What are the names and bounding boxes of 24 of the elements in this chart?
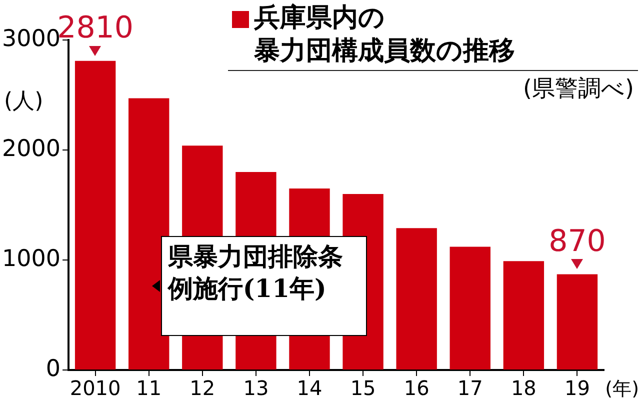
data-label: 870	[548, 224, 606, 260]
annotation: 県暴力団排除条例施行(11年)	[160, 236, 367, 336]
y-tick-label: 1000	[2, 246, 61, 272]
bar	[396, 228, 437, 370]
x-tick-label: 2010	[70, 376, 121, 400]
x-tick-label: 17	[457, 376, 483, 400]
bar	[450, 246, 490, 370]
chart-title: 兵庫県内の暴力団構成員数の推移	[254, 3, 515, 66]
x-tick-label: 12	[190, 376, 216, 400]
x-tick-label: 16	[404, 376, 430, 400]
y-axis-title: (人)	[4, 88, 44, 116]
x-tick-label: 11	[136, 376, 162, 400]
bar	[503, 261, 544, 370]
x-tick-label: 13	[243, 376, 269, 400]
x-tick-label: 18	[510, 376, 536, 400]
text: (県警調べ)	[522, 75, 635, 104]
bar	[556, 274, 598, 370]
x-tick-label: 15	[350, 376, 376, 400]
y-tick-label: 0	[46, 356, 61, 382]
bar	[74, 60, 116, 370]
x-tick-label: 14	[296, 376, 322, 400]
x-axis-title: (年)	[605, 378, 639, 400]
x-tick-label: 19	[564, 376, 590, 400]
y-tick-label: 2000	[2, 136, 61, 162]
